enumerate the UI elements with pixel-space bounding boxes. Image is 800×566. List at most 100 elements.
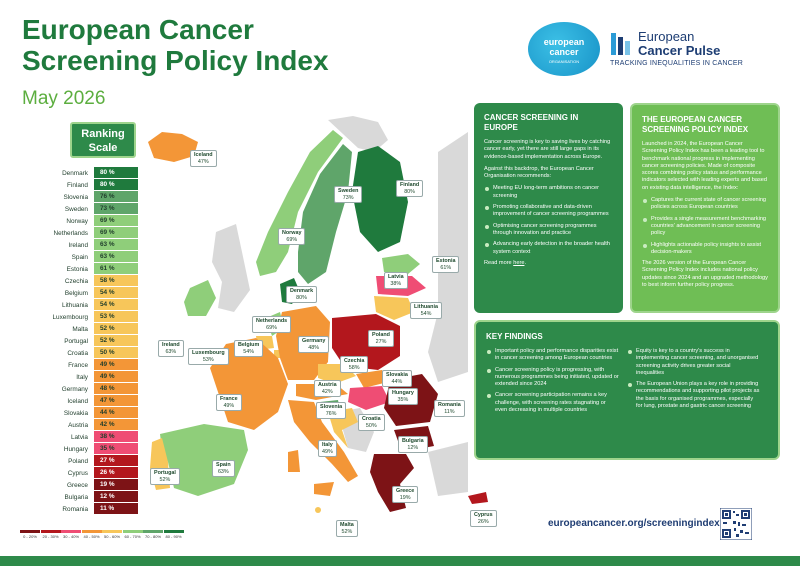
map-label-country: Croatia (362, 416, 381, 422)
rank-country-name: Estonia (66, 265, 88, 273)
read-more-suffix: . (524, 259, 526, 266)
table-row: Cyprus 26 % (20, 467, 138, 479)
pulse-tagline: TRACKING INEQUALITIES IN CANCER (610, 60, 743, 67)
european-cancer-organisation-logo[interactable]: european cancer ORGANISATION (528, 22, 600, 76)
map-label-score: 54% (243, 348, 255, 355)
legend-label: 40 - 50% (83, 534, 100, 539)
table-row: Belgium 54 % (20, 287, 138, 299)
map-label-country: Norway (282, 230, 302, 236)
legend-swatch (163, 530, 184, 533)
table-row: Slovakia 44 % (20, 407, 138, 419)
rank-score: 50 % (94, 347, 138, 359)
map-label-france: France 49% (216, 394, 242, 412)
rank-score: 76 % (94, 191, 138, 203)
country-finland[interactable] (352, 146, 408, 252)
map-label-cyprus: Cyprus 26% (470, 510, 497, 528)
table-row: Romania 11 % (20, 503, 138, 515)
table-row: France 49 % (20, 359, 138, 371)
map-label-sweden: Sweden 73% (334, 186, 363, 204)
country-ireland[interactable] (184, 280, 216, 316)
map-label-score: 27% (375, 338, 387, 345)
map-label-score: 54% (420, 310, 432, 317)
country-greece[interactable] (370, 454, 414, 512)
table-row: Malta 52 % (20, 323, 138, 335)
map-label-country: Ireland (162, 342, 180, 348)
map-label-country: Netherlands (256, 318, 288, 324)
map-label-country: Hungary (392, 390, 414, 396)
table-row: Netherlands 69 % (20, 227, 138, 239)
map-label-latvia: Latvia 38% (384, 272, 408, 290)
map-label-country: Cyprus (474, 512, 493, 518)
rank-country-name: Finland (67, 181, 88, 189)
land-turkey (428, 442, 468, 496)
legend-swatch (20, 530, 40, 533)
rank-score: 58 % (94, 275, 138, 287)
country-sweden[interactable] (298, 144, 352, 284)
land-uk (212, 224, 250, 312)
rank-score: 53 % (94, 311, 138, 323)
map-label-country: Greece (396, 488, 415, 494)
legend-swatch (81, 530, 102, 533)
map-label-score: 53% (202, 356, 214, 363)
map-label-score: 48% (308, 344, 320, 351)
rank-country-name: Sweden (64, 205, 88, 213)
rank-country-name: Norway (66, 217, 88, 225)
read-more-link[interactable]: here (513, 259, 525, 266)
list-item: Provides a single measurement benchmarki… (642, 216, 768, 238)
legend-swatch (40, 530, 61, 533)
rank-score: 42 % (94, 419, 138, 431)
country-slovakia[interactable] (356, 370, 388, 388)
screening-panel-title: CANCER SCREENING IN EUROPE (484, 113, 579, 132)
map-label-croatia: Croatia 50% (358, 414, 385, 432)
country-norway[interactable] (256, 130, 343, 276)
rank-country-name: Germany (61, 385, 88, 393)
rank-country-name: Denmark (62, 169, 88, 177)
european-cancer-pulse-logo[interactable]: European Cancer Pulse TRACKING INEQUALIT… (610, 30, 790, 68)
country-iceland[interactable] (148, 132, 198, 162)
legend-label: 70 - 80% (144, 534, 161, 539)
map-label-czechia: Czechia 58% (340, 356, 369, 374)
qr-code-icon[interactable] (720, 508, 752, 540)
legend-item: 50 - 60% (102, 530, 122, 539)
findings-left-column: Important policy and performance dispari… (486, 348, 627, 418)
list-item: Optimising cancer screening programmes t… (484, 223, 613, 238)
country-spain[interactable] (160, 424, 248, 496)
rank-score: 52 % (94, 323, 138, 335)
country-hungary[interactable] (348, 386, 390, 410)
country-lithuania[interactable] (374, 296, 414, 320)
map-label-country: Latvia (388, 274, 404, 280)
rank-score: 11 % (94, 503, 138, 515)
legend-item: 0 - 20% (20, 530, 40, 539)
rank-country-name: Belgium (64, 289, 88, 297)
map-label-score: 50% (365, 422, 377, 429)
footer-bar (0, 556, 800, 566)
map-label-score: 26% (477, 518, 489, 525)
website-link[interactable]: europeancancer.org/screeningindex (548, 518, 720, 529)
map-label-ireland: Ireland 63% (158, 340, 184, 358)
rank-country-name: Bulgaria (64, 493, 88, 501)
rank-score: 54 % (94, 299, 138, 311)
map-label-country: Denmark (290, 288, 314, 294)
table-row: Lithuania 54 % (20, 299, 138, 311)
rank-score: 63 % (94, 239, 138, 251)
country-malta[interactable] (315, 507, 321, 513)
rank-score: 80 % (94, 167, 138, 179)
map-label-country: Belgium (238, 342, 260, 348)
map-label-country: France (220, 396, 238, 402)
table-row: Finland 80 % (20, 179, 138, 191)
screening-intro: Cancer screening is key to saving lives … (484, 139, 611, 160)
list-item: Equity is key to a country's success in … (627, 348, 760, 377)
ranking-table: Denmark 80 % Finland 80 % Slovenia 76 % Sweden… (20, 167, 138, 515)
map-label-country: Estonia (436, 258, 456, 264)
map-label-score: 80% (404, 188, 415, 195)
country-estonia[interactable] (382, 254, 420, 274)
map-label-portugal: Portugal 52% (150, 468, 180, 486)
country-cyprus[interactable] (468, 492, 488, 504)
table-row: Austria 42 % (20, 419, 138, 431)
list-item: Cancer screening policy is progressing, … (486, 367, 619, 389)
legend-label: 50 - 60% (103, 534, 120, 539)
pulse-logo-line2: Cancer Pulse (638, 43, 721, 58)
map-label-score: 63% (165, 348, 177, 355)
index-panel-title: THE EUROPEAN CANCER SCREENING POLICY IND… (642, 115, 749, 134)
map-label-germany: Germany 48% (298, 336, 330, 354)
